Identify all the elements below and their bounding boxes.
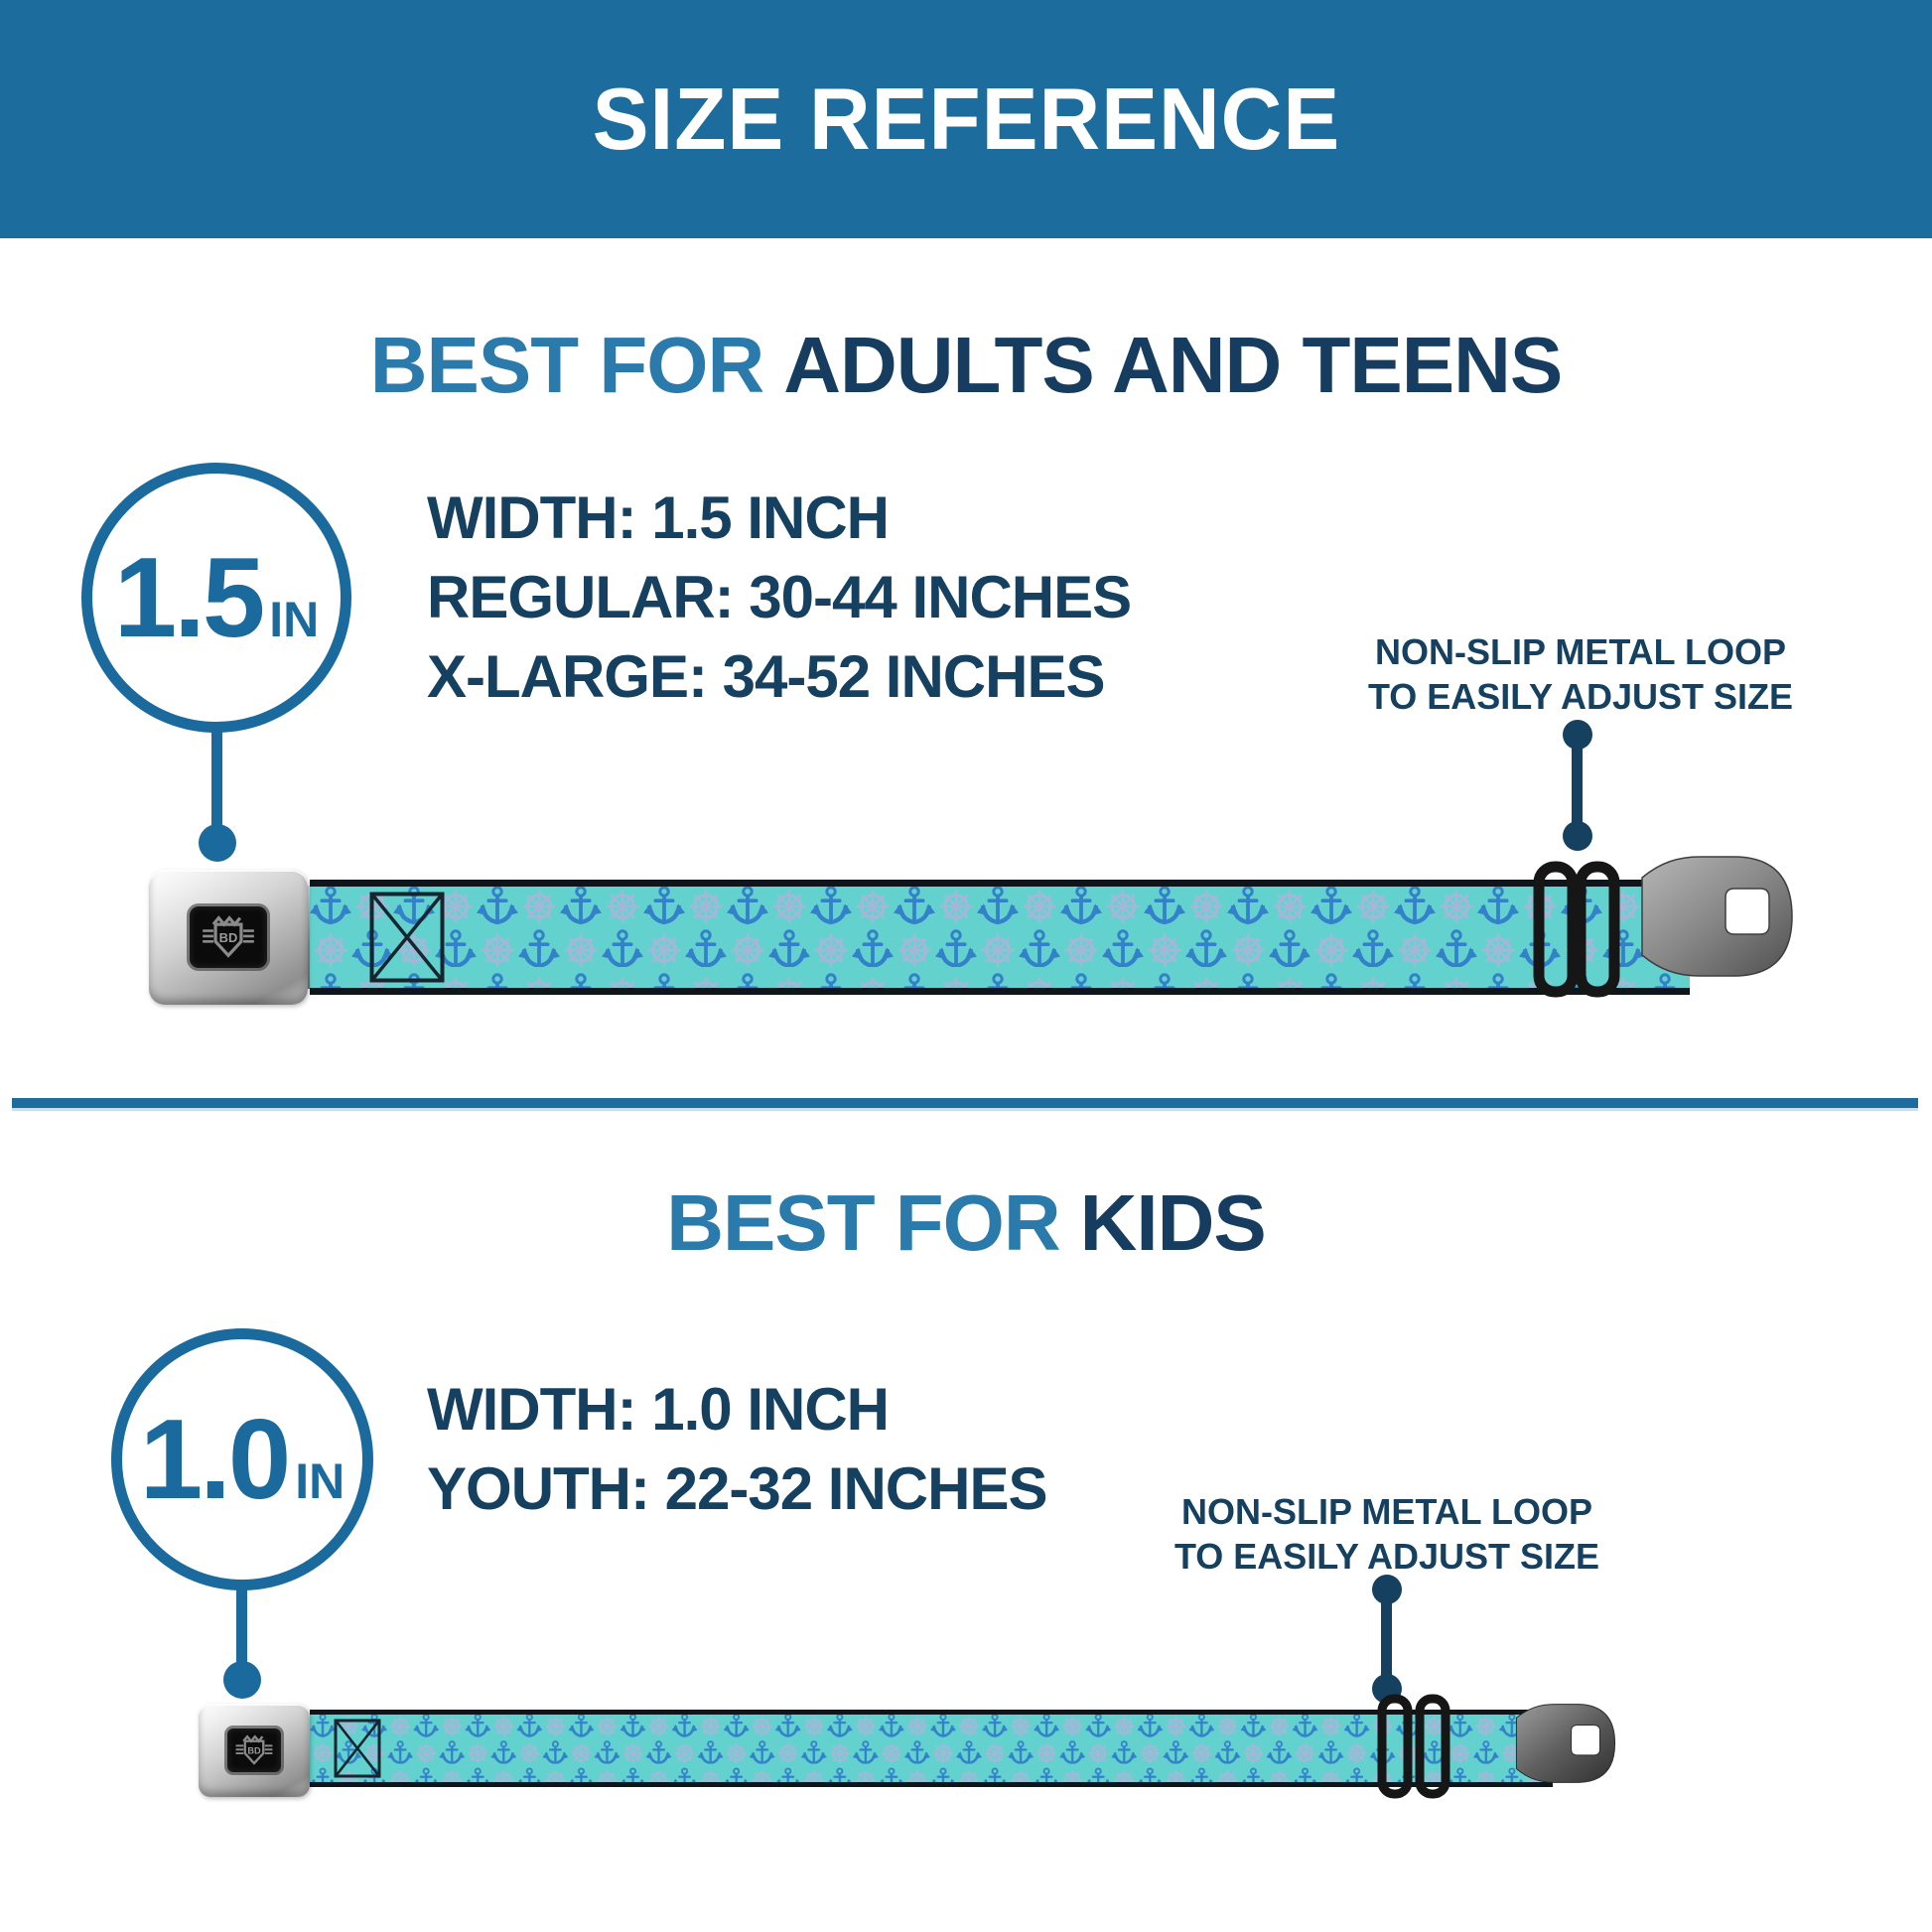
section-divider	[12, 1098, 1918, 1108]
callout-line-2: TO EASILY ADJUST SIZE	[1367, 676, 1794, 717]
callout-kids-stem	[1381, 1589, 1392, 1689]
spec-line: WIDTH: 1.5 INCH	[427, 484, 890, 551]
adjuster-loop-adults	[1533, 861, 1620, 998]
spec-line: REGULAR: 30-44 INCHES	[427, 564, 1132, 630]
spec-line: WIDTH: 1.0 INCH	[427, 1376, 890, 1443]
section-title-adults-rest: ADULTS AND TEENS	[783, 321, 1563, 409]
section-title-kids-rest: KIDS	[1079, 1178, 1267, 1267]
callout-adults-dot-bottom	[1563, 821, 1592, 851]
section-title-adults: BEST FOR ADULTS AND TEENS	[0, 320, 1932, 411]
belt-webbing-adults	[310, 880, 1690, 995]
width-badge-adults-unit: IN	[269, 591, 320, 647]
spec-line: X-LARGE: 34-52 INCHES	[427, 643, 1105, 710]
bd-logo-shield-icon: BD	[235, 1734, 273, 1765]
header: SIZE REFERENCE	[0, 0, 1932, 238]
callout-line-1: NON-SLIP METAL LOOP	[1374, 631, 1787, 672]
seatbelt-buckle-adults: BD	[149, 870, 308, 1005]
box-stitch-kids	[334, 1719, 381, 1778]
section-title-kids-highlight: BEST FOR	[666, 1178, 1060, 1267]
bd-logo-shield-icon: BD	[203, 915, 254, 958]
section-title-kids: BEST FOR KIDS	[0, 1177, 1932, 1269]
width-badge-kids: 1.0 IN	[111, 1328, 373, 1590]
metal-loop-callout-kids: NON-SLIP METAL LOOP TO EASILY ADJUST SIZ…	[1129, 1489, 1645, 1579]
spec-line: YOUTH: 22-32 INCHES	[427, 1455, 1047, 1522]
adjuster-loop-kids	[1377, 1694, 1450, 1799]
spec-list-adults: WIDTH: 1.5 INCH REGULAR: 30-44 INCHES X-…	[427, 479, 1132, 717]
buckle-logo-text: BD	[247, 1745, 261, 1755]
width-badge-kids-unit: IN	[295, 1452, 345, 1509]
callout-line-2: TO EASILY ADJUST SIZE	[1173, 1536, 1600, 1577]
callout-line-1: NON-SLIP METAL LOOP	[1180, 1491, 1593, 1532]
seatbelt-tab-kids	[1515, 1704, 1616, 1783]
belt-webbing-kids	[310, 1710, 1553, 1787]
buckle-logo-text: BD	[219, 930, 238, 945]
page-title: SIZE REFERENCE	[592, 69, 1340, 168]
seatbelt-buckle-kids: BD	[199, 1704, 310, 1797]
metal-loop-callout-adults: NON-SLIP METAL LOOP TO EASILY ADJUST SIZ…	[1322, 629, 1839, 719]
seatbelt-tab-adults	[1641, 856, 1793, 977]
width-badge-kids-text: 1.0 IN	[140, 1395, 345, 1525]
spec-list-kids: WIDTH: 1.0 INCH YOUTH: 22-32 INCHES	[427, 1370, 1047, 1529]
width-badge-adults: 1.5 IN	[81, 463, 351, 733]
width-badge-adults-value: 1.5	[113, 534, 265, 661]
width-badge-kids-value: 1.0	[139, 1396, 291, 1523]
width-badge-adults-text: 1.5 IN	[114, 533, 319, 663]
width-badge-adults-dot	[199, 824, 236, 862]
buckle-window-adults: BD	[190, 906, 267, 968]
width-badge-adults-stem	[211, 727, 222, 838]
width-badge-kids-stem	[236, 1585, 247, 1674]
width-badge-kids-dot	[223, 1661, 261, 1699]
section-title-adults-highlight: BEST FOR	[369, 321, 764, 409]
box-stitch-adults	[369, 892, 445, 983]
buckle-window-kids: BD	[227, 1728, 281, 1772]
callout-adults-stem	[1572, 735, 1583, 836]
